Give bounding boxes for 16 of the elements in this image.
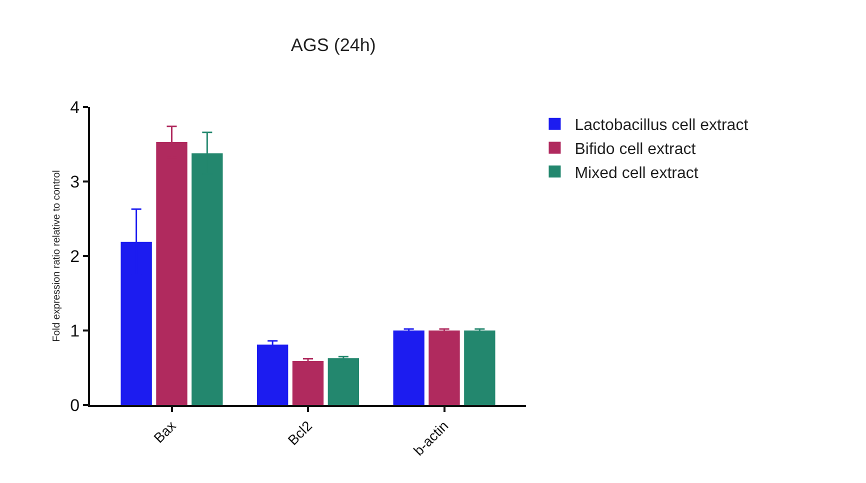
y-axis-title: Fold expression ratio relative to control <box>52 170 63 342</box>
bar <box>328 358 360 405</box>
legend-label: Mixed cell extract <box>574 164 699 182</box>
y-tick-label: 0 <box>70 396 80 415</box>
chart-title: AGS (24h) <box>290 35 376 56</box>
bar <box>292 361 324 405</box>
y-tick-label: 2 <box>70 246 80 266</box>
bar <box>393 330 424 405</box>
bar <box>464 330 496 405</box>
x-tick-label: Bax <box>150 418 179 446</box>
y-tick-label: 4 <box>70 98 80 117</box>
bar <box>428 330 460 405</box>
y-tick-label: 1 <box>70 321 80 340</box>
legend-label: Bifido cell extract <box>574 140 696 158</box>
y-tick-label: 3 <box>70 172 80 192</box>
legend-label: Lactobacillus cell extract <box>574 117 749 134</box>
